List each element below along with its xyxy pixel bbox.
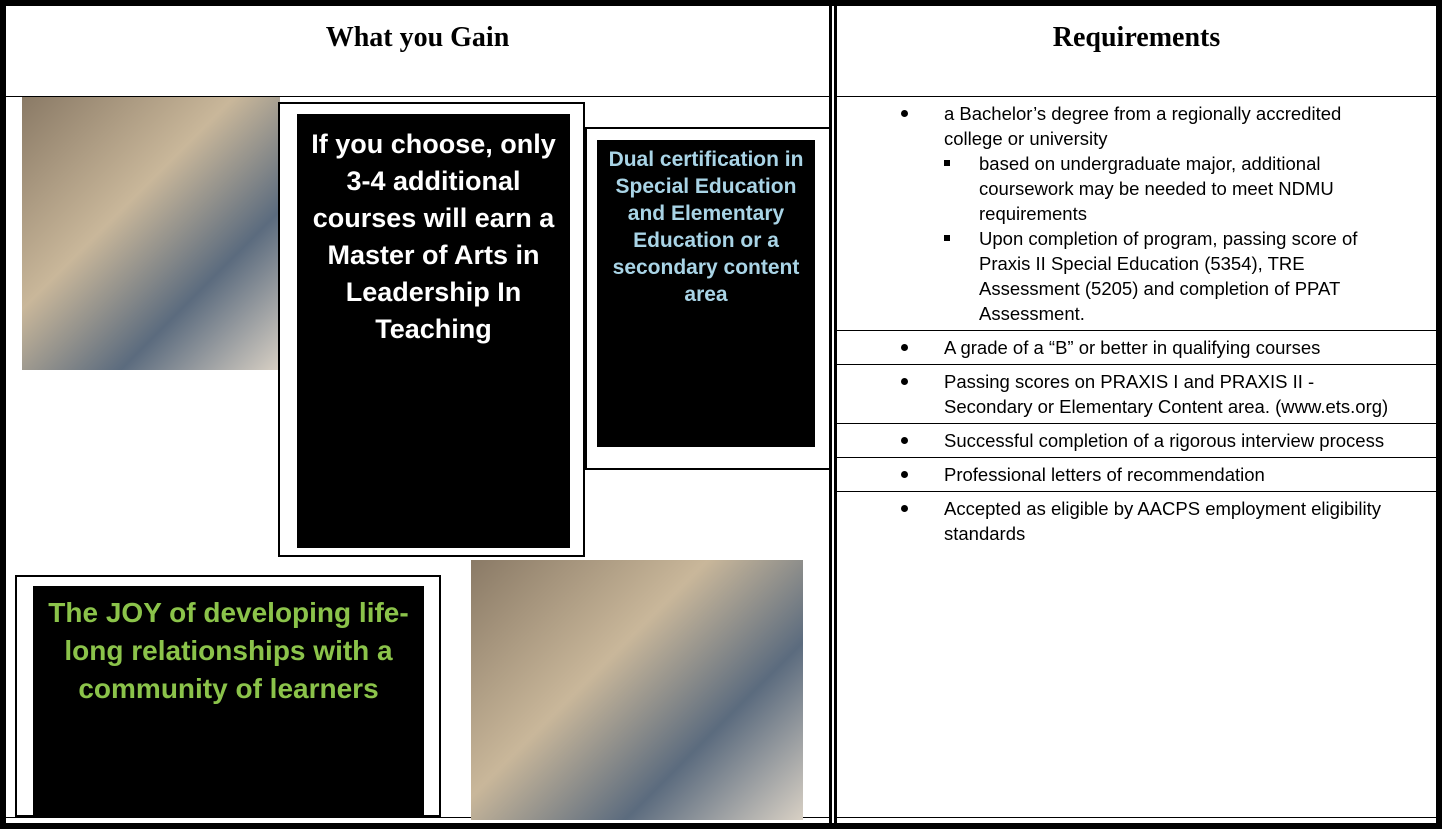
requirement: A grade of a “B” or better in qualifying… — [837, 335, 1396, 360]
callout: The JOY of developing life-long relation… — [33, 586, 424, 815]
column-title: What you Gain — [325, 22, 510, 53]
footer-rule — [837, 817, 1436, 818]
requirement-row: Professional letters of recommendation — [837, 457, 1436, 491]
requirement: Accepted as eligible by AACPS employment… — [837, 496, 1396, 546]
requirement-row: Accepted as eligible by AACPS employment… — [837, 491, 1436, 550]
header-rule — [6, 96, 829, 97]
sub-requirement: based on undergraduate major, additional… — [837, 151, 1396, 226]
photo — [471, 560, 803, 820]
footer-rule — [6, 817, 829, 818]
requirement-row: a Bachelor’s degree from a regionally ac… — [837, 96, 1436, 330]
requirement: Passing scores on PRAXIS I and PRAXIS II… — [837, 369, 1396, 419]
requirement: Successful completion of a rigorous inte… — [837, 428, 1396, 453]
requirement: Professional letters of recommendation — [837, 462, 1396, 487]
requirement-row: A grade of a “B” or better in qualifying… — [837, 330, 1436, 364]
requirements-list: a Bachelor’s degree from a regionally ac… — [837, 96, 1436, 550]
photo — [22, 97, 280, 370]
column-title: Requirements — [1052, 22, 1221, 53]
callout: If you choose, only 3-4 additional cours… — [297, 114, 570, 548]
requirement-row: Successful completion of a rigorous inte… — [837, 423, 1436, 457]
callout: Dual certification in Special Education … — [597, 140, 815, 447]
requirement: a Bachelor’s degree from a regionally ac… — [837, 101, 1396, 151]
requirement-row: Passing scores on PRAXIS I and PRAXIS II… — [837, 364, 1436, 423]
sub-requirement: Upon completion of program, passing scor… — [837, 226, 1396, 326]
